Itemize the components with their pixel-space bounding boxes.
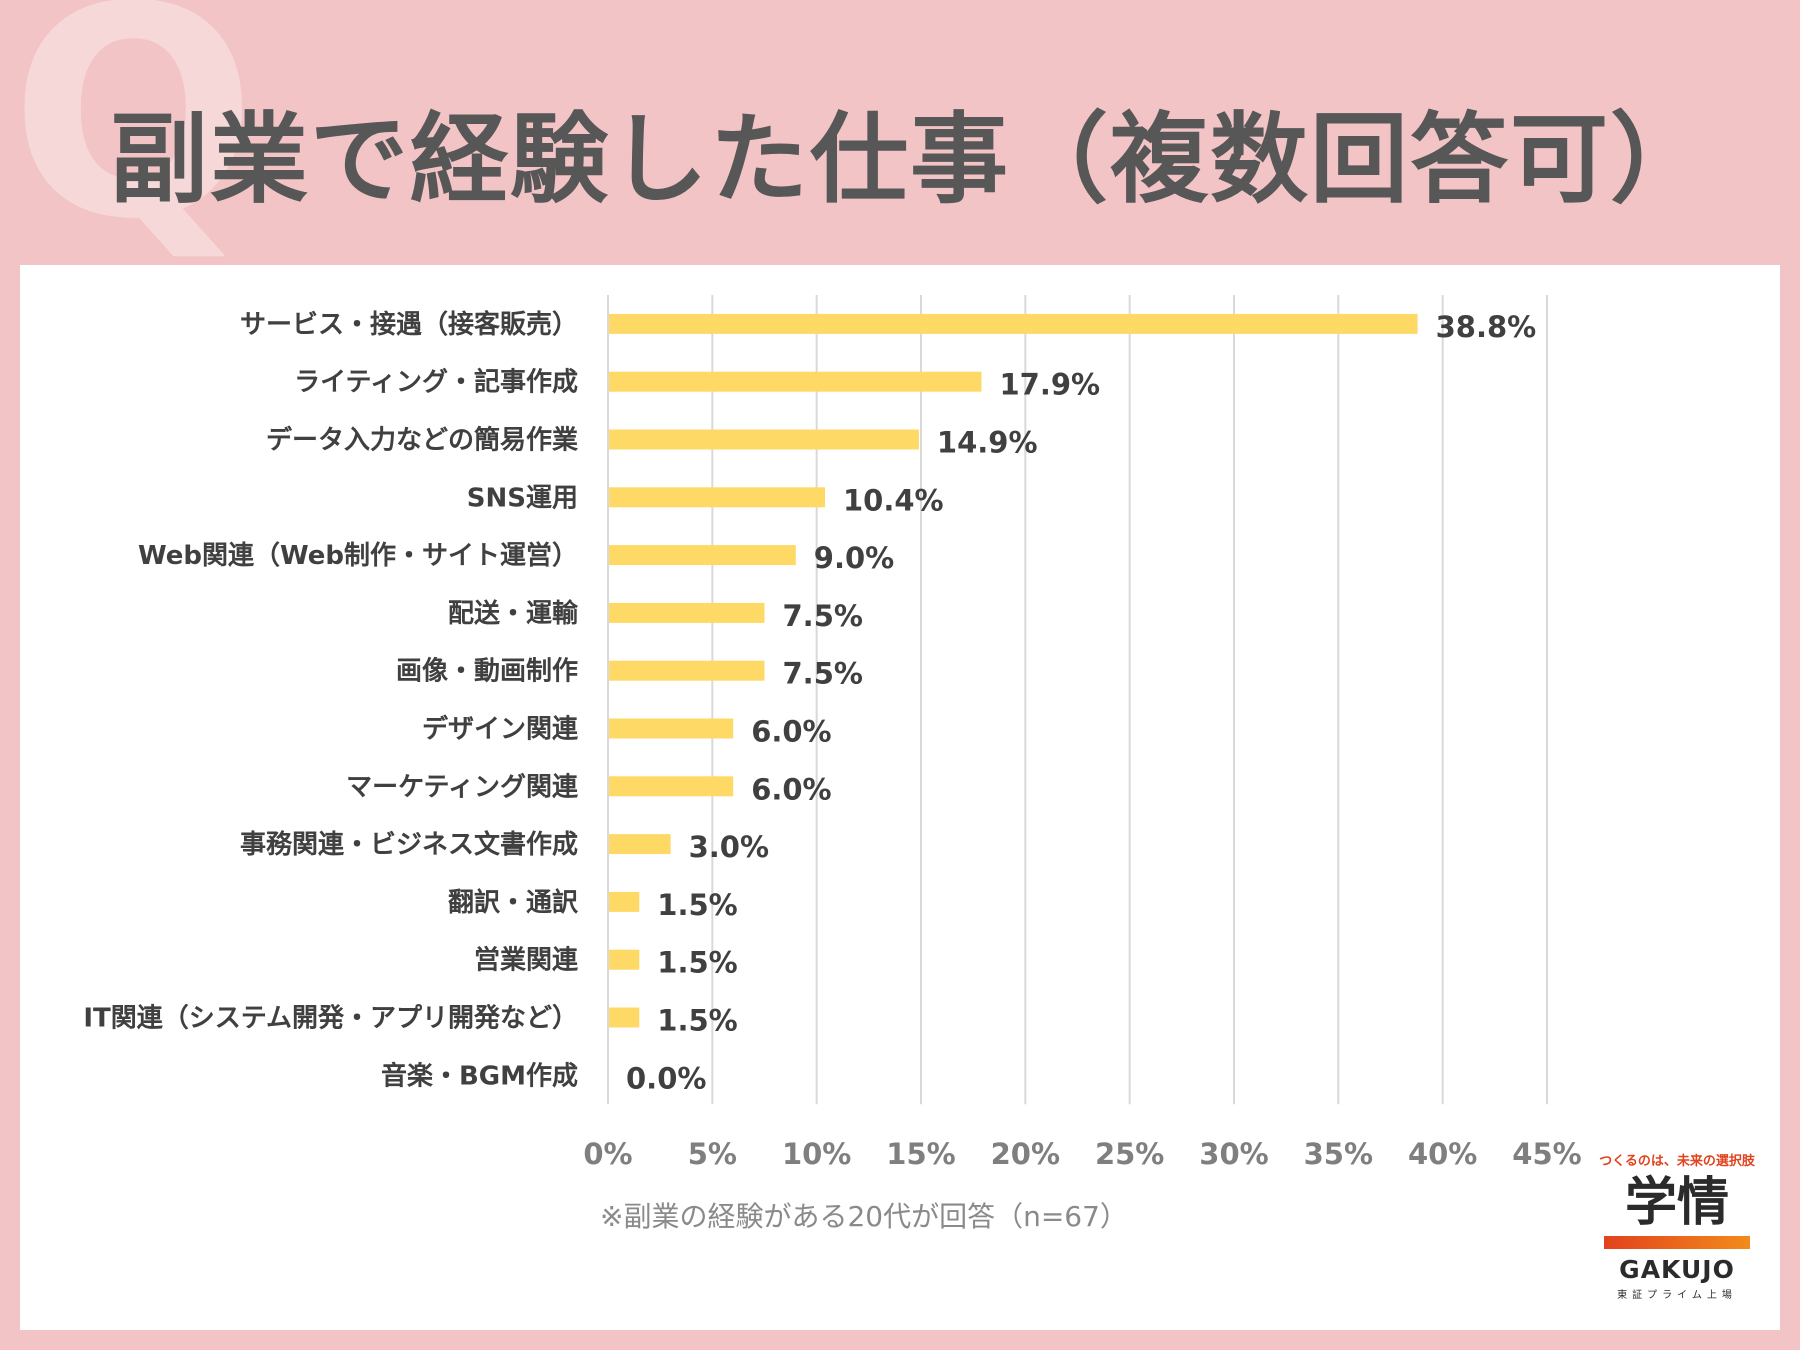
bar (609, 371, 982, 392)
x-tick-label: 40% (1408, 1137, 1477, 1171)
category-label: ライティング・記事作成 (294, 367, 578, 398)
bar (609, 602, 765, 623)
category-label: IT関連（システム開発・アプリ開発など） (83, 1004, 578, 1034)
x-tick-label: 25% (1095, 1137, 1164, 1171)
category-label: デザイン関連 (422, 714, 579, 745)
category-label: マーケティング関連 (346, 772, 579, 802)
category-label: 音楽・BGM作成 (381, 1060, 578, 1091)
data-label: 0.0% (626, 1061, 706, 1095)
logo-sub: 東証プライム上場 (1617, 1290, 1737, 1302)
bar-chart: 0% 5% 10% 15% 20% 25% 30% 35% 40% 45% サービス・接遇（接客販売… (83, 295, 1582, 1171)
data-label: 3.0% (689, 830, 769, 864)
x-tick-label: 10% (782, 1137, 851, 1171)
bar (609, 718, 734, 739)
bar (609, 776, 734, 797)
data-label: 14.9% (937, 426, 1038, 460)
bar (609, 660, 765, 681)
x-tick-label: 35% (1304, 1137, 1373, 1171)
category-label: 営業関連 (474, 946, 579, 976)
data-label: 9.0% (814, 541, 894, 575)
logo-kanji: 学情 (1624, 1173, 1729, 1233)
data-label: 1.5% (657, 946, 737, 980)
category-label: 画像・動画制作 (396, 657, 578, 687)
bar (609, 949, 640, 970)
data-label: 1.5% (657, 888, 737, 922)
bar (609, 545, 796, 566)
bar (609, 313, 1418, 334)
category-label: 配送・運輸 (448, 598, 579, 629)
category-label: サービス・接遇（接客販売） (240, 309, 578, 340)
x-tick-label: 20% (991, 1137, 1060, 1171)
footnote: ※副業の経験がある20代が回答（n=67） (600, 1200, 1128, 1233)
x-tick-label: 5% (688, 1137, 737, 1171)
data-label: 17.9% (1000, 368, 1101, 402)
category-label: データ入力などの簡易作業 (266, 425, 578, 456)
logo-tagline: つくるのは、未来の選択肢 (1599, 1154, 1755, 1169)
data-label: 6.0% (751, 715, 831, 749)
bar (609, 834, 671, 855)
logo-bar (1604, 1236, 1750, 1250)
bar (609, 487, 826, 508)
bar (609, 891, 640, 912)
x-tick-label: 30% (1199, 1137, 1268, 1171)
x-tick-label: 45% (1512, 1137, 1581, 1171)
x-tick-label: 0% (583, 1137, 632, 1171)
data-label: 38.8% (1436, 310, 1537, 344)
bar (609, 429, 919, 450)
x-tick-label: 15% (886, 1137, 955, 1171)
data-label: 7.5% (783, 657, 863, 691)
chart-panel: 0% 5% 10% 15% 20% 25% 30% 35% 40% 45% サービス・接遇（接客販売… (20, 265, 1780, 1330)
data-label: 1.5% (657, 1004, 737, 1038)
q-watermark: Q (10, 0, 257, 283)
category-label: 事務関連・ビジネス文書作成 (240, 829, 578, 860)
category-label: SNS運用 (467, 483, 578, 513)
gakujo-logo: つくるのは、未来の選択肢 学情 GAKUJO 東証プライム上場 (1592, 1150, 1762, 1301)
logo-brand: GAKUJO (1619, 1255, 1735, 1285)
bar (609, 1007, 640, 1028)
data-label: 6.0% (751, 772, 831, 806)
category-label: 翻訳・通訳 (448, 887, 579, 918)
data-label: 7.5% (783, 599, 863, 633)
category-label: Web関連（Web制作・サイト運営） (138, 541, 578, 571)
data-label: 10.4% (843, 483, 944, 517)
page-title: 副業で経験した仕事（複数回答可） (110, 103, 1711, 217)
